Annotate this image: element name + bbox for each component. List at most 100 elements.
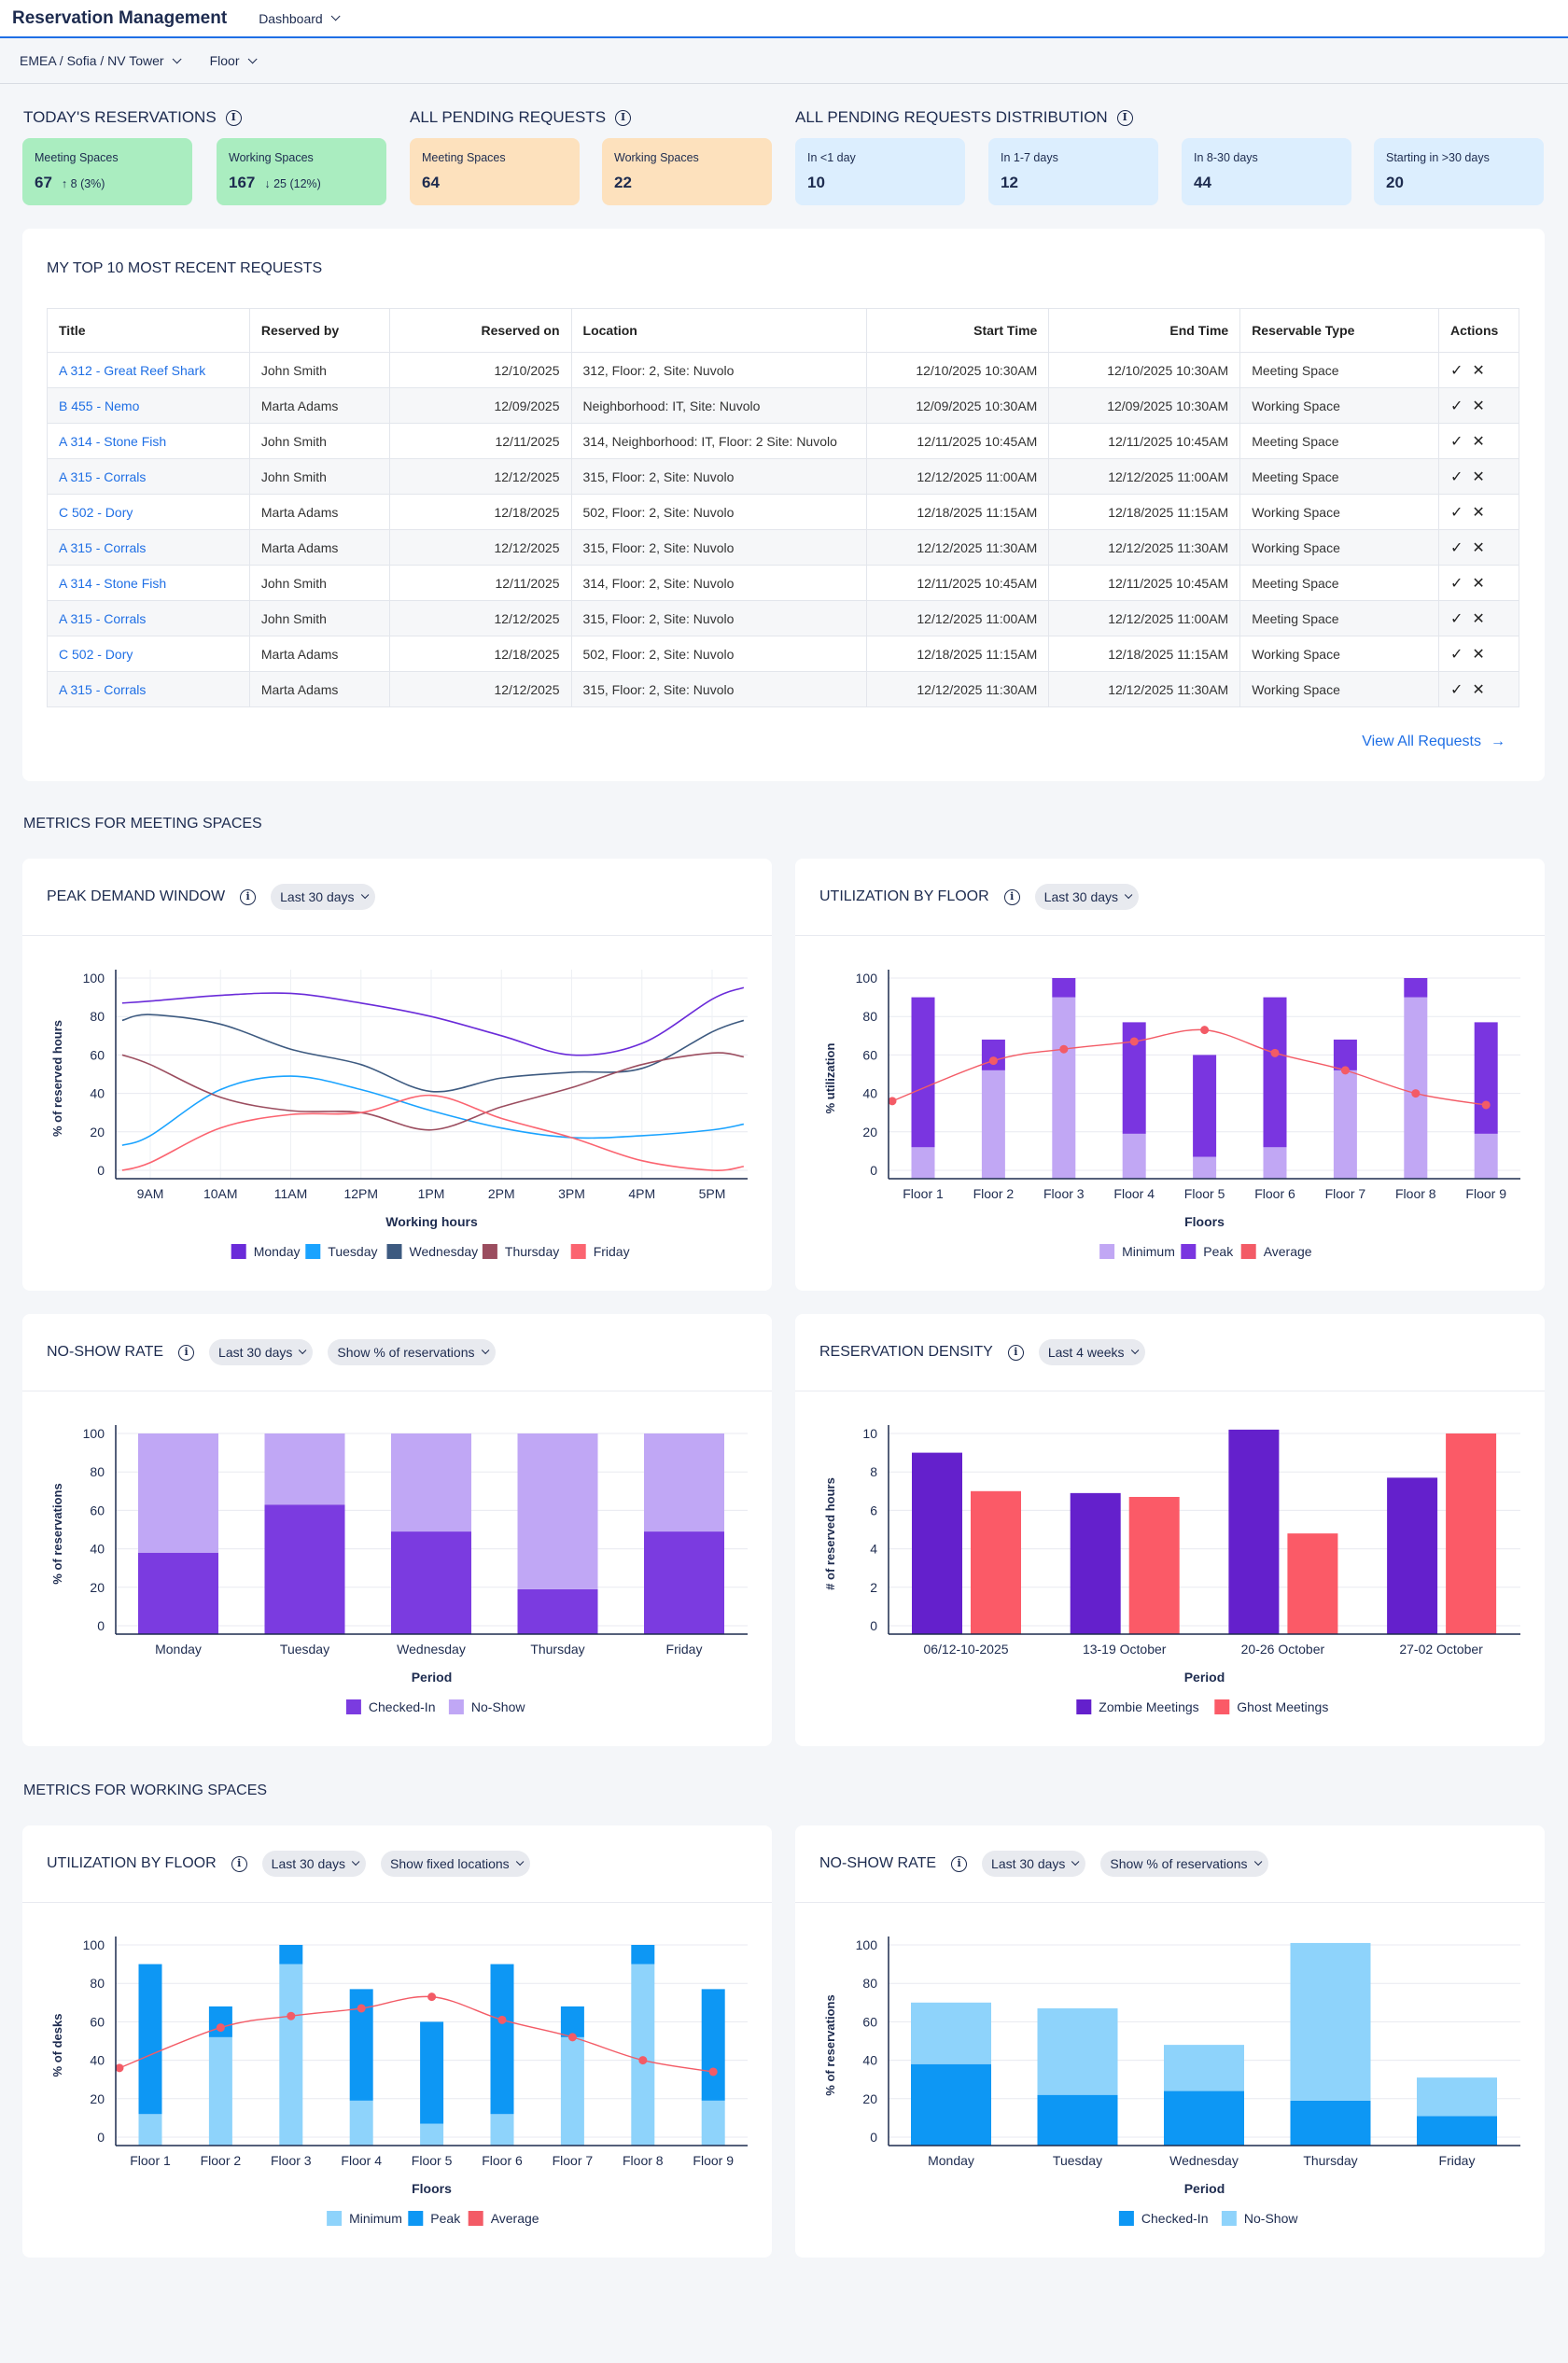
request-title-link[interactable]: C 502 - Dory: [59, 646, 133, 662]
reject-icon[interactable]: ✕: [1472, 575, 1485, 592]
column-header[interactable]: End Time: [1048, 308, 1241, 353]
approve-icon[interactable]: ✓: [1449, 646, 1463, 663]
reject-icon[interactable]: ✕: [1472, 681, 1485, 698]
filter-dropdown[interactable]: Show % of reservations: [1100, 1851, 1268, 1877]
info-icon[interactable]: i: [225, 109, 242, 126]
kpi-pending-working[interactable]: Working Spaces 22: [602, 138, 772, 205]
info-icon[interactable]: i: [1007, 1344, 1024, 1361]
table-cell: 12/12/2025 11:00AM: [1048, 458, 1241, 495]
view-all-requests-link[interactable]: View All Requests →: [1362, 734, 1505, 750]
filter-dropdown[interactable]: Last 30 days: [1034, 884, 1140, 910]
x-tick-label: 10AM: [203, 1186, 238, 1201]
info-icon[interactable]: i: [1116, 109, 1133, 126]
request-title-link[interactable]: A 314 - Stone Fish: [59, 433, 167, 449]
x-tick-label: Friday: [1439, 2153, 1476, 2168]
kpi-today-working[interactable]: Working Spaces 167 ↓ 25 (12%): [217, 138, 386, 205]
request-title-link[interactable]: A 314 - Stone Fish: [59, 575, 167, 591]
reject-icon[interactable]: ✕: [1472, 398, 1485, 414]
info-icon[interactable]: i: [231, 1855, 247, 1872]
request-title-link[interactable]: A 315 - Corrals: [59, 610, 147, 626]
floor-dropdown[interactable]: Floor: [210, 53, 258, 68]
x-tick-label: 06/12-10-2025: [923, 1642, 1008, 1657]
table-cell: A 314 - Stone Fish: [47, 565, 250, 601]
table-cell: Marta Adams: [248, 494, 390, 530]
request-title-link[interactable]: A 315 - Corrals: [59, 468, 147, 484]
info-icon[interactable]: i: [240, 888, 257, 905]
bar-ghost-meetings: [1128, 1496, 1180, 1634]
y-tick-label: 10: [862, 1426, 877, 1441]
approve-icon[interactable]: ✓: [1449, 504, 1463, 521]
kpi-dist-3[interactable]: In 8-30 days 44: [1182, 138, 1351, 205]
filter-dropdown[interactable]: Last 30 days: [982, 1851, 1086, 1877]
y-tick-label: 100: [83, 1937, 105, 1952]
info-icon[interactable]: i: [178, 1344, 195, 1361]
y-tick-label: 40: [862, 1086, 877, 1101]
column-header[interactable]: Reserved on: [388, 308, 572, 353]
column-header[interactable]: Reserved by: [248, 308, 390, 353]
column-header[interactable]: Actions: [1437, 308, 1520, 353]
approve-icon[interactable]: ✓: [1449, 398, 1463, 414]
reject-icon[interactable]: ✕: [1472, 504, 1485, 521]
bar-zombie-meetings: [1387, 1477, 1438, 1634]
x-tick-label: 1PM: [418, 1186, 445, 1201]
info-icon[interactable]: i: [951, 1855, 968, 1872]
chevron-down-icon: [351, 1857, 360, 1867]
kpi-today-meeting[interactable]: Meeting Spaces 67 ↑ 8 (3%): [22, 138, 192, 205]
meeting-metrics-title: METRICS FOR MEETING SPACES: [23, 816, 262, 832]
approve-icon[interactable]: ✓: [1449, 362, 1463, 379]
request-title-link[interactable]: C 502 - Dory: [59, 504, 133, 520]
table-cell: 12/11/2025: [388, 423, 572, 459]
reject-icon[interactable]: ✕: [1472, 610, 1485, 627]
kpi-dist-4[interactable]: Starting in >30 days 20: [1374, 138, 1544, 205]
request-title-link[interactable]: A 315 - Corrals: [59, 681, 147, 697]
table-cell: B 455 - Nemo: [47, 387, 250, 424]
filter-dropdown[interactable]: Last 30 days: [271, 884, 375, 910]
column-header[interactable]: Reservable Type: [1239, 308, 1439, 353]
filter-dropdown[interactable]: Show % of reservations: [328, 1339, 496, 1365]
kpi-label: Working Spaces: [229, 151, 314, 164]
info-icon[interactable]: i: [1003, 888, 1020, 905]
kpi-dist-1[interactable]: In <1 day 10: [795, 138, 965, 205]
chart-title: UTILIZATION BY FLOOR: [819, 888, 989, 904]
working-utilization-card: UTILIZATION BY FLOOR i Last 30 days Show fi…: [22, 1825, 772, 2258]
approve-icon[interactable]: ✓: [1449, 610, 1463, 627]
reject-icon[interactable]: ✕: [1472, 468, 1485, 485]
request-title-link[interactable]: A 312 - Great Reef Shark: [59, 362, 206, 378]
location-dropdown[interactable]: EMEA / Sofia / NV Tower: [20, 53, 182, 68]
approve-icon[interactable]: ✓: [1449, 681, 1463, 698]
reject-icon[interactable]: ✕: [1472, 433, 1485, 450]
table-cell: 315, Floor: 2, Site: Nuvolo: [570, 458, 868, 495]
kpi-value: 167: [229, 174, 256, 191]
approve-icon[interactable]: ✓: [1449, 539, 1463, 556]
column-header[interactable]: Location: [570, 308, 868, 353]
reject-icon[interactable]: ✕: [1472, 362, 1485, 379]
bar-minimum: [981, 1070, 1005, 1179]
request-title-link[interactable]: A 315 - Corrals: [59, 539, 147, 555]
request-title-link[interactable]: B 455 - Nemo: [59, 398, 140, 413]
table-cell: A 315 - Corrals: [47, 671, 250, 707]
filter-dropdown[interactable]: Show fixed locations: [381, 1851, 530, 1877]
filter-label: Show % of reservations: [337, 1345, 475, 1360]
dashboard-dropdown[interactable]: Dashboard: [259, 11, 341, 26]
approve-icon[interactable]: ✓: [1449, 468, 1463, 485]
todays-reservations-title: TODAY'S RESERVATIONS i: [23, 108, 242, 127]
kpi-dist-2[interactable]: In 1-7 days 12: [988, 138, 1158, 205]
y-tick-label: 100: [83, 971, 105, 986]
reject-icon[interactable]: ✕: [1472, 646, 1485, 663]
approve-icon[interactable]: ✓: [1449, 575, 1463, 592]
filter-dropdown[interactable]: Last 30 days: [209, 1339, 314, 1365]
filter-dropdown[interactable]: Last 30 days: [261, 1851, 367, 1877]
kpi-pending-meeting[interactable]: Meeting Spaces 64: [410, 138, 580, 205]
filter-dropdown[interactable]: Last 4 weeks: [1038, 1339, 1145, 1365]
column-header[interactable]: Start Time: [866, 308, 1050, 353]
info-icon[interactable]: i: [615, 109, 632, 126]
bar-peak: [279, 1945, 303, 1965]
legend-swatch: [231, 1244, 246, 1259]
section-label: ALL PENDING REQUESTS: [410, 108, 607, 126]
x-tick-label: Thursday: [1303, 2153, 1357, 2168]
approve-icon[interactable]: ✓: [1449, 433, 1463, 450]
column-header[interactable]: Title: [47, 308, 250, 353]
x-tick-label: Wednesday: [397, 1642, 466, 1657]
y-tick-label: 100: [83, 1426, 105, 1441]
reject-icon[interactable]: ✕: [1472, 539, 1485, 556]
